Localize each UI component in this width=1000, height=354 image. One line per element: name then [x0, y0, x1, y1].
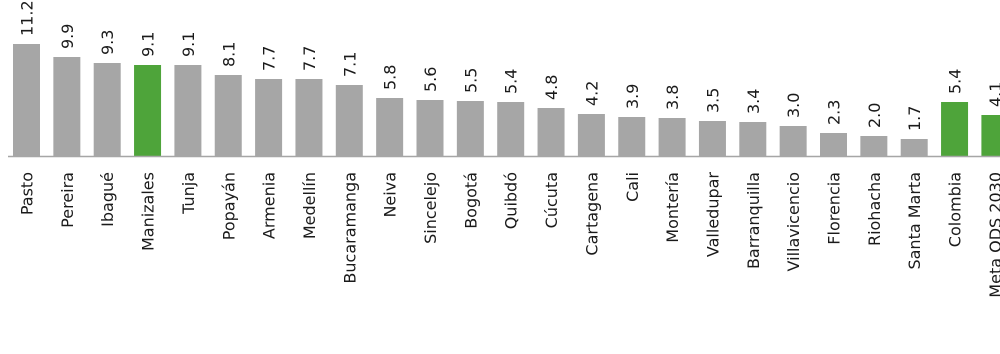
category-label-bucaramanga: Bucaramanga	[340, 172, 359, 284]
value-label-bogota: 5.5	[461, 68, 480, 93]
bar-colombia	[941, 102, 969, 156]
bar-quibdo	[497, 102, 525, 156]
category-labels-group: Pasto Pereira Ibagué Manizales Tunja Popayán A…	[18, 172, 1000, 298]
value-label-sincelejo: 5.6	[421, 67, 440, 92]
category-label-sincelejo: Sincelejo	[421, 172, 440, 244]
bar-barranquilla	[739, 122, 767, 156]
value-label-pasto: 11.2	[18, 0, 37, 36]
bar-manizales	[134, 65, 162, 156]
value-label-quibdo: 5.4	[502, 69, 521, 94]
value-label-barranquilla: 3.4	[744, 89, 763, 114]
bar-pasto	[13, 44, 40, 156]
value-label-meta-ods-2030: 4.1	[986, 82, 1000, 107]
value-label-valledupar: 3.5	[703, 88, 722, 113]
bar-riohacha	[860, 136, 888, 156]
bar-bogota	[456, 101, 484, 156]
category-label-valledupar: Valledupar	[703, 172, 722, 258]
value-label-popayan: 8.1	[219, 42, 238, 67]
bar-medellin	[295, 79, 323, 156]
category-label-cartagena: Cartagena	[582, 172, 601, 256]
value-label-cartagena: 4.2	[582, 81, 601, 106]
category-label-pereira: Pereira	[58, 172, 77, 228]
value-label-bucaramanga: 7.1	[340, 52, 359, 77]
bar-meta-ods-2030	[981, 115, 1000, 156]
value-label-cali: 3.9	[623, 84, 642, 109]
value-label-manizales: 9.1	[139, 32, 158, 57]
value-label-monteria: 3.8	[663, 85, 682, 110]
category-label-pasto: Pasto	[18, 172, 37, 215]
category-label-bogota: Bogotá	[461, 172, 480, 229]
value-label-villavicencio: 3.0	[784, 93, 803, 118]
bar-armenia	[255, 79, 283, 156]
category-label-barranquilla: Barranquilla	[744, 172, 763, 269]
value-label-colombia: 5.4	[946, 69, 965, 94]
bars-group	[13, 44, 1000, 156]
bar-tunja	[174, 65, 202, 156]
bar-villavicencio	[779, 126, 807, 156]
bar-popayan	[214, 75, 242, 156]
value-label-neiva: 5.8	[381, 65, 400, 90]
category-label-meta-ods-2030: Meta ODS 2030	[986, 172, 1000, 298]
category-label-cucuta: Cúcuta	[542, 172, 561, 228]
category-label-quibdo: Quibdó	[502, 172, 521, 229]
bar-sincelejo	[416, 100, 444, 156]
value-label-florencia: 2.3	[825, 100, 844, 125]
category-label-ibague: Ibagué	[98, 172, 117, 227]
bar-santa-marta	[900, 139, 928, 156]
bar-cartagena	[577, 114, 605, 156]
value-label-tunja: 9.1	[179, 32, 198, 57]
bar-neiva	[376, 98, 404, 156]
category-label-colombia: Colombia	[946, 172, 965, 247]
bar-monteria	[658, 118, 686, 156]
category-label-medellin: Medellín	[300, 172, 319, 239]
category-label-neiva: Neiva	[381, 172, 400, 218]
value-label-cucuta: 4.8	[542, 75, 561, 100]
bar-ibague	[93, 63, 121, 156]
bar-pereira	[53, 57, 81, 156]
bar-valledupar	[698, 121, 726, 156]
category-label-villavicencio: Villavicencio	[784, 172, 803, 271]
value-label-santa-marta: 1.7	[905, 106, 924, 131]
category-label-florencia: Florencia	[825, 172, 844, 245]
bar-bucaramanga	[335, 85, 363, 156]
value-label-pereira: 9.9	[58, 24, 77, 49]
category-label-santa-marta: Santa Marta	[905, 172, 924, 270]
bar-cucuta	[537, 108, 565, 156]
value-label-armenia: 7.7	[260, 46, 279, 71]
value-labels-group: 11.2 9.9 9.3 9.1 9.1 8.1 7.7 7.7 7.1 5.8 5.6 5.5 5.4…	[18, 0, 1000, 131]
category-label-riohacha: Riohacha	[865, 172, 884, 246]
bar-cali	[618, 117, 646, 156]
value-label-ibague: 9.3	[98, 30, 117, 55]
category-label-armenia: Armenia	[260, 172, 279, 239]
value-label-riohacha: 2.0	[865, 103, 884, 128]
category-label-monteria: Montería	[663, 172, 682, 243]
category-label-popayan: Popayán	[219, 172, 238, 240]
category-label-manizales: Manizales	[139, 172, 158, 251]
category-label-cali: Cali	[623, 172, 642, 202]
bar-florencia	[820, 133, 847, 156]
category-label-tunja: Tunja	[179, 172, 198, 215]
value-label-medellin: 7.7	[300, 46, 319, 71]
